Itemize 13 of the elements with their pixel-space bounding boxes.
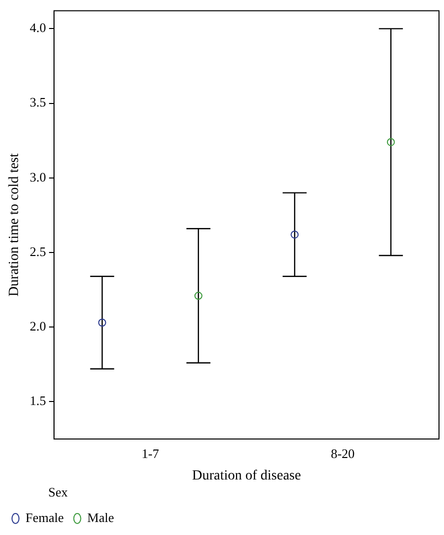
legend-label: Male bbox=[87, 510, 114, 525]
y-tick-label: 3.5 bbox=[30, 94, 46, 110]
x-axis-title: Duration of disease bbox=[192, 468, 301, 484]
y-axis-title: Duration time to cold test bbox=[7, 153, 22, 296]
y-tick-label: 1.5 bbox=[30, 393, 46, 408]
legend-label: Female bbox=[26, 510, 64, 525]
y-tick-label: 2.0 bbox=[30, 318, 46, 334]
legend-title: Sex bbox=[48, 484, 68, 500]
y-tick-label: 3.0 bbox=[30, 169, 46, 184]
x-tick-label: 8-20 bbox=[330, 446, 355, 462]
y-tick-label: 2.5 bbox=[30, 244, 46, 259]
y-tick-label: 4.0 bbox=[30, 20, 46, 36]
x-tick-label: 1-7 bbox=[142, 446, 160, 462]
